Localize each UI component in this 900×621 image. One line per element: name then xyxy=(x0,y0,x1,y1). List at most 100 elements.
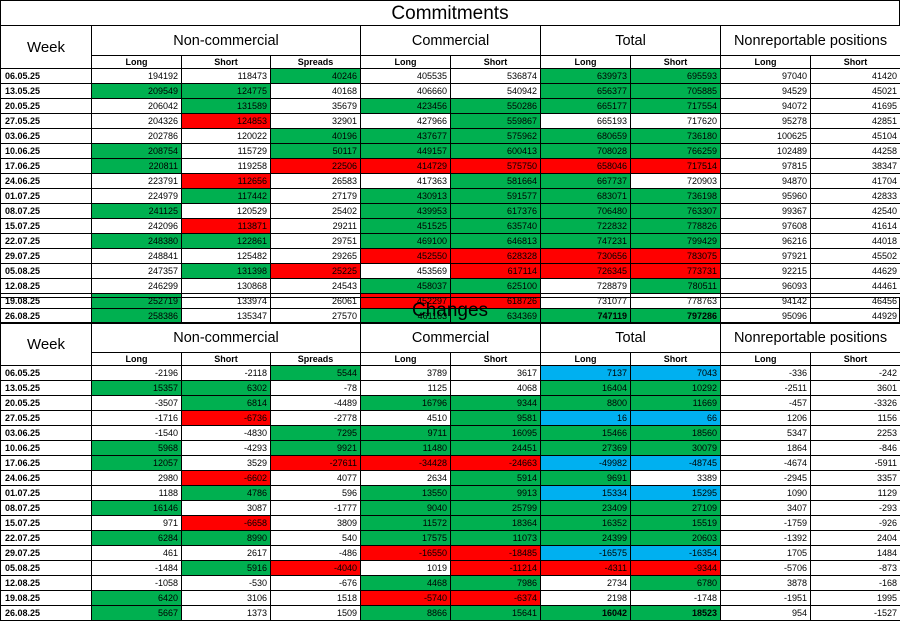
commercial-long-cell: 8866 xyxy=(361,606,451,621)
commercial-long-cell: 9711 xyxy=(361,426,451,441)
week-cell: 22.07.25 xyxy=(1,531,92,546)
noncommercial-short-cell: -6602 xyxy=(182,471,271,486)
nonreportable-long-cell: 100625 xyxy=(721,129,811,144)
commercial-short-cell: 559867 xyxy=(451,114,541,129)
group-header-noncommercial: Non-commercial xyxy=(92,323,361,353)
total-long-cell: 16042 xyxy=(541,606,631,621)
commercial-short-cell: -24663 xyxy=(451,456,541,471)
commercial-short-cell: 11073 xyxy=(451,531,541,546)
week-cell: 06.05.25 xyxy=(1,69,92,84)
total-long-cell: 16404 xyxy=(541,381,631,396)
subheader-spreads: Spreads xyxy=(271,56,361,69)
commercial-short-cell: 575962 xyxy=(451,129,541,144)
commercial-short-cell: 600413 xyxy=(451,144,541,159)
commercial-long-cell: 13550 xyxy=(361,486,451,501)
week-cell: 24.06.25 xyxy=(1,174,92,189)
nonreportable-long-cell: 1705 xyxy=(721,546,811,561)
nonreportable-short-cell: 3601 xyxy=(811,381,900,396)
subheader-short: Short xyxy=(451,56,541,69)
nonreportable-short-cell: 45021 xyxy=(811,84,900,99)
total-short-cell: 18523 xyxy=(631,606,721,621)
commercial-short-cell: 617114 xyxy=(451,264,541,279)
total-short-cell: 10292 xyxy=(631,381,721,396)
week-cell: 22.07.25 xyxy=(1,234,92,249)
commercial-long-cell: 449157 xyxy=(361,144,451,159)
noncommercial-spreads-cell: -78 xyxy=(271,381,361,396)
commercial-short-cell: 4068 xyxy=(451,381,541,396)
total-long-cell: 9691 xyxy=(541,471,631,486)
noncommercial-spreads-cell: 40168 xyxy=(271,84,361,99)
noncommercial-spreads-cell: 24543 xyxy=(271,279,361,294)
week-cell: 15.07.25 xyxy=(1,219,92,234)
week-cell: 13.05.25 xyxy=(1,84,92,99)
group-header-commercial: Commercial xyxy=(361,323,541,353)
nonreportable-long-cell: -5706 xyxy=(721,561,811,576)
total-long-cell: 747231 xyxy=(541,234,631,249)
total-short-cell: 799429 xyxy=(631,234,721,249)
commercial-short-cell: 9581 xyxy=(451,411,541,426)
total-short-cell: 736180 xyxy=(631,129,721,144)
noncommercial-long-cell: 5968 xyxy=(92,441,182,456)
noncommercial-spreads-cell: 25402 xyxy=(271,204,361,219)
total-long-cell: 730656 xyxy=(541,249,631,264)
nonreportable-short-cell: 38347 xyxy=(811,159,900,174)
noncommercial-spreads-cell: 22506 xyxy=(271,159,361,174)
noncommercial-long-cell: 248380 xyxy=(92,234,182,249)
noncommercial-spreads-cell: -1777 xyxy=(271,501,361,516)
week-cell: 08.07.25 xyxy=(1,204,92,219)
nonreportable-long-cell: 5347 xyxy=(721,426,811,441)
nonreportable-long-cell: -4674 xyxy=(721,456,811,471)
week-header: Week xyxy=(1,323,92,366)
nonreportable-long-cell: -457 xyxy=(721,396,811,411)
noncommercial-short-cell: 4786 xyxy=(182,486,271,501)
noncommercial-spreads-cell: 29265 xyxy=(271,249,361,264)
nonreportable-long-cell: 102489 xyxy=(721,144,811,159)
noncommercial-spreads-cell: 3809 xyxy=(271,516,361,531)
noncommercial-long-cell: 209549 xyxy=(92,84,182,99)
commercial-long-cell: 1019 xyxy=(361,561,451,576)
nonreportable-long-cell: 95960 xyxy=(721,189,811,204)
group-header-nonreportable: Nonreportable positions xyxy=(721,26,900,56)
noncommercial-spreads-cell: -676 xyxy=(271,576,361,591)
noncommercial-long-cell: -3507 xyxy=(92,396,182,411)
commercial-long-cell: 1125 xyxy=(361,381,451,396)
noncommercial-spreads-cell: 29751 xyxy=(271,234,361,249)
group-header-noncommercial: Non-commercial xyxy=(92,26,361,56)
total-short-cell: 773731 xyxy=(631,264,721,279)
total-long-cell: 665177 xyxy=(541,99,631,114)
nonreportable-long-cell: 954 xyxy=(721,606,811,621)
nonreportable-short-cell: 41614 xyxy=(811,219,900,234)
total-short-cell: 778826 xyxy=(631,219,721,234)
commercial-short-cell: 25799 xyxy=(451,501,541,516)
total-short-cell: 720903 xyxy=(631,174,721,189)
total-long-cell: -4311 xyxy=(541,561,631,576)
group-header-nonreportable: Nonreportable positions xyxy=(721,323,900,353)
noncommercial-short-cell: -4293 xyxy=(182,441,271,456)
noncommercial-long-cell: 220811 xyxy=(92,159,182,174)
nonreportable-long-cell: 3407 xyxy=(721,501,811,516)
week-cell: 10.06.25 xyxy=(1,144,92,159)
total-long-cell: 722832 xyxy=(541,219,631,234)
noncommercial-short-cell: 120022 xyxy=(182,129,271,144)
week-cell: 03.06.25 xyxy=(1,129,92,144)
commercial-short-cell: 635740 xyxy=(451,219,541,234)
commercial-short-cell: 7986 xyxy=(451,576,541,591)
week-cell: 12.08.25 xyxy=(1,279,92,294)
commercial-short-cell: 550286 xyxy=(451,99,541,114)
total-long-cell: 728879 xyxy=(541,279,631,294)
commercial-long-cell: 423456 xyxy=(361,99,451,114)
total-short-cell: 15295 xyxy=(631,486,721,501)
nonreportable-long-cell: 96216 xyxy=(721,234,811,249)
nonreportable-short-cell: -293 xyxy=(811,501,900,516)
nonreportable-long-cell: 94529 xyxy=(721,84,811,99)
noncommercial-short-cell: 112656 xyxy=(182,174,271,189)
noncommercial-spreads-cell: 27179 xyxy=(271,189,361,204)
nonreportable-short-cell: 45502 xyxy=(811,249,900,264)
